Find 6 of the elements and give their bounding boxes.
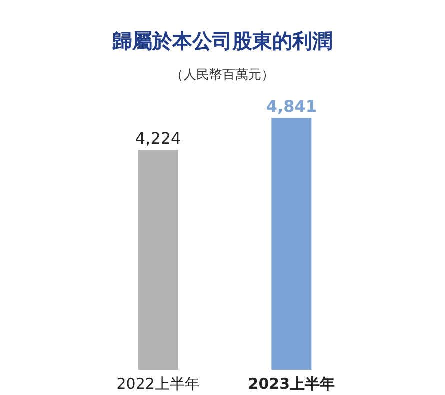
data-label: 4,224	[135, 129, 182, 148]
chart-title: 歸屬於本公司股東的利潤	[112, 29, 332, 53]
data-label: 4,841	[266, 97, 317, 116]
x-tick-label: 2022上半年	[116, 375, 200, 393]
x-tick-label: 2023上半年	[248, 375, 336, 393]
chart-subtitle: （人民幣百萬元）	[170, 68, 274, 83]
